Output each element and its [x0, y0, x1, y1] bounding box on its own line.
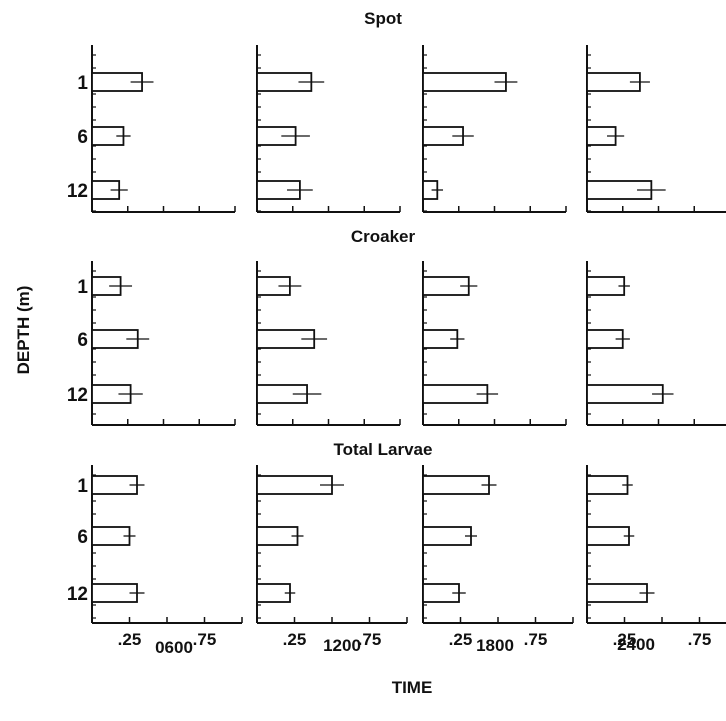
panel-spot-1800	[422, 45, 567, 213]
bar-total-larvae-2400-depth-6	[586, 526, 630, 546]
group-titles: Spot Croaker Total Larvae	[334, 9, 433, 459]
depth-label-1: 1	[77, 277, 88, 298]
x-tick-label: .75	[193, 630, 217, 649]
depth-label-1: 1	[77, 73, 88, 94]
time-label-1800: 1800	[476, 636, 514, 655]
panel-croaker-1800	[422, 261, 567, 426]
panel-total-larvae-1800: .25 .75	[422, 465, 574, 649]
depth-label-12: 12	[67, 181, 88, 202]
bar-croaker-2400-depth-12	[586, 384, 664, 404]
panel-croaker-1200	[256, 261, 401, 426]
x-tick-label: .75	[358, 630, 382, 649]
x-axis-label: TIME	[392, 678, 433, 697]
group-title-croaker: Croaker	[351, 227, 416, 246]
x-tick-label: .25	[449, 630, 473, 649]
depth-label-6: 6	[77, 527, 88, 548]
bar-total-larvae-2400-depth-1	[586, 475, 629, 495]
depth-label-12: 12	[67, 584, 88, 605]
y-axis-label: DEPTH (m)	[14, 286, 33, 375]
bar-total-larvae-1800-depth-6	[422, 526, 472, 546]
panel-croaker-2400	[586, 261, 726, 426]
bar-total-larvae-2400-depth-12	[586, 583, 648, 603]
time-labels: 0600 1200 1800 2400	[155, 635, 655, 657]
panel-total-larvae-2400: .25 .75	[586, 465, 726, 649]
depth-label-1: 1	[77, 476, 88, 497]
depth-label-6: 6	[77, 127, 88, 148]
x-tick-label: .25	[613, 630, 637, 649]
panel-total-larvae-1200: .25 .75	[256, 465, 408, 649]
panel-total-larvae-0600: 1 6 12 .25 .75	[67, 465, 243, 649]
time-label-1200: 1200	[323, 636, 361, 655]
depth-label-12: 12	[67, 385, 88, 406]
x-tick-label: .25	[283, 630, 307, 649]
time-label-0600: 0600	[155, 638, 193, 657]
panel-spot-1200	[256, 45, 401, 213]
bar-total-larvae-1200-depth-6	[256, 526, 299, 546]
x-tick-label: .25	[118, 630, 142, 649]
bar-spot-1800-depth-1	[422, 72, 507, 92]
panel-spot-2400	[586, 45, 726, 213]
depth-label-6: 6	[77, 330, 88, 351]
time-label-2400: 2400	[617, 635, 655, 654]
bar-total-larvae-1800-depth-1	[422, 475, 490, 495]
group-title-total-larvae: Total Larvae	[334, 440, 433, 459]
x-tick-label: .75	[524, 630, 548, 649]
x-tick-label: .75	[688, 630, 712, 649]
group-title-spot: Spot	[364, 9, 402, 28]
